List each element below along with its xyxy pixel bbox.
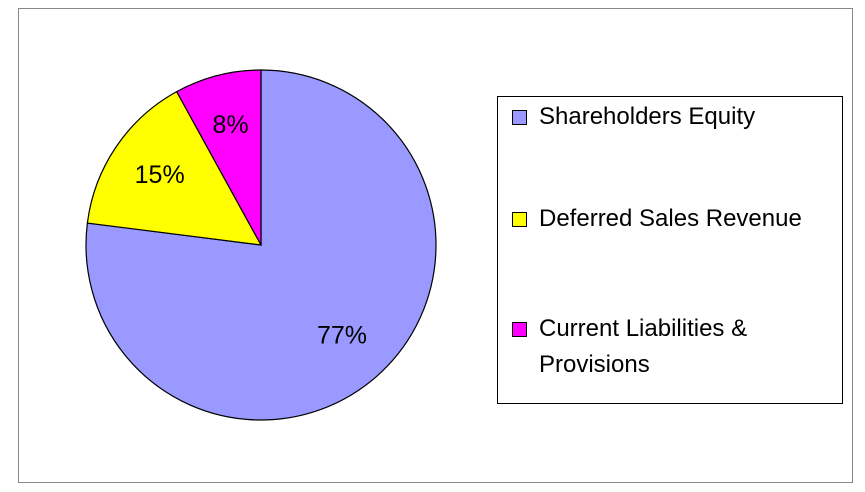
data-label: 15% [135, 161, 185, 189]
data-label: 77% [317, 321, 367, 349]
legend-label: Deferred Sales Revenue [539, 205, 802, 232]
legend-entry: Deferred Sales Revenue [512, 201, 832, 237]
legend-label: Shareholders Equity [539, 103, 756, 130]
legend: Shareholders Equity Deferred Sales Revenu… [497, 96, 843, 404]
data-label: 8% [212, 111, 248, 139]
pie-slice [175, 69, 262, 246]
legend-entry: Current Liabilities & Provisions [512, 311, 832, 383]
legend-swatch [512, 212, 527, 227]
legend-swatch [512, 110, 527, 125]
pie: 77% 15% 8% [85, 69, 437, 421]
chart-border [18, 8, 853, 483]
legend-label: Current Liabilities & Provisions [539, 315, 748, 378]
pie-slice [86, 90, 263, 246]
legend-swatch [512, 322, 527, 337]
legend-entry: Shareholders Equity [512, 99, 832, 135]
